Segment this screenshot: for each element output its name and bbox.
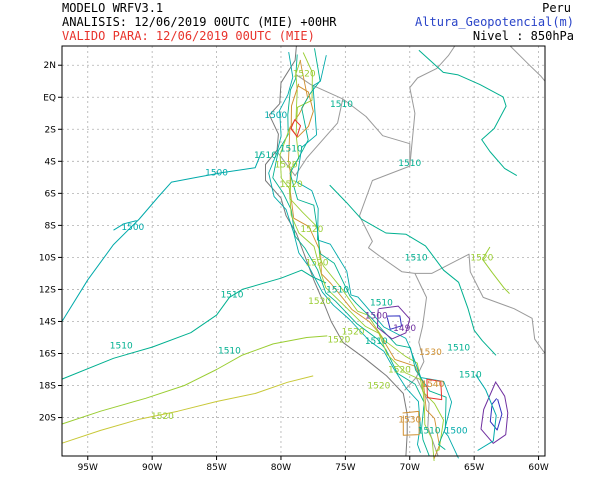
contour-andes — [296, 55, 459, 459]
contour-label: 1520 — [300, 225, 323, 235]
contour-label: 1500 — [365, 311, 388, 321]
contour-label: 1490 — [393, 324, 416, 334]
border-ecuador-peru — [276, 74, 344, 177]
contour-low-inner — [386, 315, 402, 330]
contour-label: 1500 — [205, 169, 228, 179]
contour-1500-segment — [113, 220, 137, 231]
lat-tick-label: 10S — [39, 253, 56, 263]
contour-bolivia-high — [426, 378, 443, 401]
valid-time: VALIDO PARA: 12/06/2019 00UTC (MIE) — [62, 29, 315, 43]
coastline — [265, 45, 408, 457]
contour-se-inner — [489, 398, 503, 431]
lon-tick-label: 75W — [335, 463, 355, 473]
contour-label: 1520 — [293, 69, 316, 79]
contour-label: 1530 — [419, 348, 442, 358]
border-colombia-brazil — [409, 45, 456, 167]
lon-tick-label: 65W — [464, 463, 484, 473]
border-peru-colombia — [342, 98, 411, 167]
contour-label: 1520 — [151, 412, 174, 422]
contour-1510-amazon — [418, 49, 518, 177]
lon-tick-label: 90W — [142, 463, 162, 473]
border-bolivia-brazil — [414, 253, 546, 354]
contour-1510-east — [329, 184, 497, 356]
contour-label: 1510 — [447, 343, 470, 353]
lat-tick-label: 14S — [39, 317, 56, 327]
contour-label: 1510 — [326, 286, 349, 296]
contour-chile-high — [402, 410, 420, 436]
lon-tick-label: 95W — [78, 463, 98, 473]
contour-label: 1510 — [365, 337, 388, 347]
contour-ecuador-ring — [290, 83, 314, 138]
contour-label: 1510 — [459, 371, 482, 381]
contour-label: 1510 — [218, 347, 241, 357]
map-frame — [61, 45, 546, 457]
contour-label: 1520 — [306, 258, 329, 268]
contour-label: 1520 — [388, 366, 411, 376]
contour-1500-ocean — [61, 151, 263, 322]
contour-label: 1520 — [342, 327, 365, 337]
contour-label: 1510 — [110, 342, 133, 352]
contour-label: 1530 — [398, 415, 421, 425]
border-venezuela-brazil — [509, 45, 546, 82]
lat-tick-label: 8S — [45, 221, 57, 231]
contour-1520-east — [482, 246, 510, 294]
contour-label: 1520 — [280, 180, 303, 190]
lat-tick-label: 6S — [45, 189, 57, 199]
contour-label: 1500 — [264, 111, 287, 121]
contour-label: 1500 — [121, 223, 144, 233]
lat-tick-label: 16S — [39, 350, 56, 360]
contour-andes — [272, 54, 430, 457]
contour-ecuador-peak — [290, 119, 301, 137]
contour-label: 1510 — [405, 254, 428, 264]
contour-lines — [61, 48, 518, 462]
contour-se-1500 — [475, 374, 497, 451]
border-peru-brazil — [359, 165, 415, 274]
contour-andes — [268, 52, 421, 453]
lon-tick-label: 70W — [400, 463, 420, 473]
contour-label: 1510 — [280, 145, 303, 155]
graticule — [62, 46, 545, 456]
contour-1490-low — [377, 305, 411, 340]
contour-label: 1520 — [470, 254, 493, 264]
contour-label: 1510 — [254, 151, 277, 161]
analysis-time: ANALISIS: 12/06/2019 00UTC (MIE) +00HR — [62, 15, 337, 29]
contour-label: 1510 — [330, 100, 353, 110]
region-name: Peru — [542, 1, 571, 15]
contour-1525-ocean — [61, 375, 314, 444]
lon-tick-label: 60W — [528, 463, 548, 473]
contour-label: 1520 — [367, 382, 390, 392]
contour-label: 1510 — [398, 159, 421, 169]
contour-label: 1520 — [327, 335, 350, 345]
contour-label: 1540 — [421, 380, 444, 390]
axis-ticks: 95W 90W 85W 80W 75W 70W 65W 60W 2N EQ 2S 4S 6S 8S 10S 1… — [39, 61, 549, 473]
lat-tick-label: 2N — [44, 61, 56, 71]
lat-tick-label: 2S — [45, 125, 57, 135]
lon-tick-label: 85W — [206, 463, 226, 473]
contour-label: 1510 — [221, 290, 244, 300]
contour-label: 1510 — [370, 298, 393, 308]
pressure-level: Nivel : 850hPa — [472, 29, 574, 43]
model-name: MODELO WRFV3.1 — [62, 1, 164, 15]
variable-name: Altura_Geopotencial(m) — [415, 15, 574, 29]
lat-tick-label: 18S — [39, 382, 56, 392]
lat-tick-label: 12S — [39, 285, 56, 295]
contour-label: 1520 — [275, 161, 298, 171]
contour-andes — [289, 52, 444, 452]
contour-label: 1500 — [445, 427, 468, 437]
contour-se-low — [480, 381, 509, 444]
contour-1510-ocean — [61, 269, 327, 380]
lat-tick-label: 20S — [39, 414, 56, 424]
contour-label: 1520 — [308, 297, 331, 307]
contour-1520-ocean — [61, 335, 328, 425]
lon-tick-label: 80W — [271, 463, 291, 473]
lat-tick-label: 4S — [45, 157, 57, 167]
lat-tick-label: EQ — [43, 93, 56, 103]
contour-label: 1510 — [418, 427, 441, 437]
